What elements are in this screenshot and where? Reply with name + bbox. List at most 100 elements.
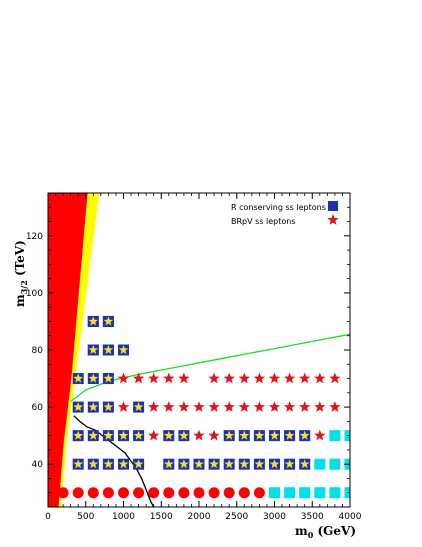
circle-marker	[163, 487, 175, 499]
cyan-square-marker	[269, 487, 280, 499]
combined-star-marker	[103, 316, 114, 326]
brpv-star-marker	[178, 372, 190, 384]
combined-star-marker	[239, 459, 250, 469]
x-tick-label: 2000	[188, 512, 211, 522]
black-contour-curve	[73, 415, 155, 507]
combined-star-marker	[269, 459, 280, 469]
brpv-star-marker	[178, 401, 190, 412]
brpv-star-marker	[132, 372, 145, 384]
brpv-star-marker	[208, 401, 220, 412]
red-excluded-region	[48, 193, 88, 507]
yellow-band-region	[58, 193, 100, 507]
brpv-star-marker	[329, 401, 341, 412]
combined-star-marker	[73, 373, 83, 383]
curves	[70, 333, 350, 507]
brpv-star-marker	[238, 372, 250, 384]
x-tick-label: 1500	[150, 512, 173, 522]
circle-marker	[238, 487, 250, 499]
brpv-star-marker	[253, 401, 266, 412]
circle-marker	[223, 487, 235, 499]
circle-marker	[133, 487, 145, 499]
combined-star-marker	[133, 430, 144, 440]
cyan-square-marker	[284, 487, 296, 499]
brpv-star-marker	[193, 429, 205, 441]
brpv-star-marker	[223, 401, 235, 412]
brpv-star-marker	[117, 401, 130, 412]
brpv-star-marker	[208, 429, 220, 441]
brpv-star-marker	[329, 372, 341, 384]
y-axis-title: m3/2 (TeV)	[13, 240, 29, 307]
x-tick-label: 500	[77, 512, 94, 522]
brpv-star-marker	[208, 372, 220, 384]
combined-star-marker	[88, 430, 99, 440]
combined-star-marker	[164, 430, 174, 440]
circle-marker	[178, 487, 190, 499]
y-axis-title-main: m	[13, 294, 27, 307]
x-tick-label: 3500	[301, 512, 324, 522]
combined-star-marker	[73, 459, 83, 469]
combined-star-marker	[88, 459, 99, 469]
combined-star-marker	[284, 459, 295, 469]
brpv-star-marker	[268, 372, 281, 384]
combined-star-marker	[103, 430, 114, 440]
y-axis-title-unit: (TeV)	[13, 240, 27, 280]
circle-marker	[72, 487, 84, 499]
combined-star-marker	[88, 373, 99, 383]
combined-star-marker	[103, 345, 114, 354]
combined-star-marker	[299, 459, 310, 469]
circle-marker	[118, 487, 129, 499]
combined-star-marker	[164, 459, 174, 469]
circle-marker	[208, 487, 220, 499]
x-tick-label: 3000	[263, 512, 286, 522]
legend-star-marker	[327, 214, 339, 225]
brpv-star-marker	[268, 401, 281, 412]
cyan-square-marker	[314, 458, 326, 470]
combined-star-marker	[103, 373, 114, 383]
combined-star-marker	[269, 430, 280, 440]
x-tick-label: 4000	[339, 512, 362, 522]
cyan-square-marker	[314, 487, 326, 499]
combined-star-marker	[209, 459, 219, 469]
y-axis-title-sub: 3/2	[19, 280, 29, 294]
legend-square-marker	[328, 201, 338, 211]
axis-ticks	[47, 192, 351, 507]
circle-marker	[253, 487, 265, 499]
combined-star-marker	[103, 402, 114, 412]
combined-star-marker	[73, 430, 83, 440]
x-axis-title-unit: (GeV)	[313, 524, 356, 538]
y-tick-label: 120	[26, 232, 43, 242]
tick-labels: 0 500 1000 1500 2000 2500 3000 3500 4000 40 60 80 10…	[26, 232, 362, 522]
circle-marker	[193, 487, 205, 499]
brpv-star-marker	[163, 372, 175, 384]
circle-marker	[102, 487, 114, 499]
combined-star-marker	[224, 430, 234, 440]
y-tick-label: 100	[26, 289, 43, 299]
brpv-star-marker	[148, 372, 160, 384]
brpv-star-marker	[117, 372, 130, 384]
combined-star-marker	[239, 430, 250, 440]
legend-label-brpv: BRpV ss leptons	[231, 217, 296, 226]
combined-star-marker	[118, 345, 129, 354]
circle-marker	[57, 487, 69, 499]
brpv-star-marker	[299, 372, 311, 384]
brpv-star-marker	[314, 429, 326, 441]
excluded-regions	[48, 193, 100, 507]
combined-star-marker	[194, 459, 204, 469]
y-tick-label: 40	[32, 460, 44, 470]
combined-star-marker	[103, 459, 114, 469]
combined-star-marker	[224, 459, 234, 469]
brpv-star-marker	[299, 401, 311, 412]
brpv-star-marker	[253, 372, 266, 384]
combined-star-marker	[88, 402, 99, 412]
combined-star-marker	[118, 459, 129, 469]
combined-star-marker	[133, 402, 144, 412]
x-tick-label: 2500	[225, 512, 248, 522]
combined-star-marker	[254, 430, 265, 440]
x-axis-title: m0 (GeV)	[295, 524, 356, 540]
cyan-square-marker	[299, 487, 311, 499]
brpv-star-marker	[283, 372, 296, 384]
brpv-star-marker	[223, 372, 235, 384]
y-tick-label: 60	[32, 403, 44, 413]
data-markers	[57, 315, 350, 499]
combined-star-marker	[118, 430, 129, 440]
